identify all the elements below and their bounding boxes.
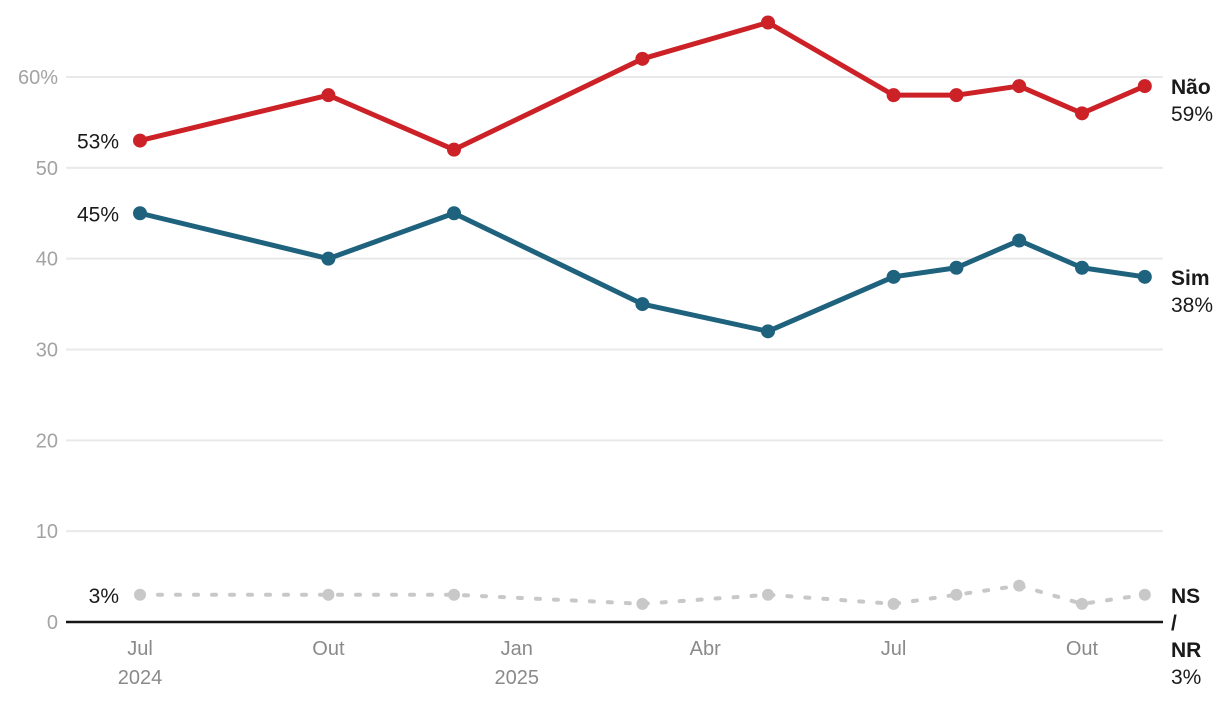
x-tick-label: Out [1066,638,1099,660]
x-axis-labels-layer: Jul 2024 Out Jan 2025 Abr Jul Out [118,638,1099,689]
data-point [1138,588,1151,601]
data-point [887,597,900,610]
series-end-value-label: 59% [1171,103,1213,126]
data-point [635,297,650,312]
x-tick-label: Out [312,638,345,660]
data-point [886,88,901,103]
x-tick-year-label: 2024 [118,667,163,689]
series-end-value-label: 3% [1171,666,1201,689]
y-tick-label: 40 [36,249,58,271]
series-line-nao [137,20,1148,153]
data-point [761,15,775,30]
y-tick-label: 30 [36,340,58,362]
data-point [1137,79,1152,94]
data-point [949,260,964,275]
data-point [1012,79,1027,94]
data-point [448,588,460,601]
data-point [1075,106,1089,121]
data-point [949,88,964,103]
data-point [447,206,461,221]
data-point [322,588,335,601]
data-point [447,142,461,157]
data-point [134,588,146,601]
data-point [635,51,650,66]
data-point [1013,579,1026,592]
series-start-value-label: 45% [77,203,119,226]
x-tick-year-label: 2025 [495,667,540,689]
series-start-value-label: 53% [77,131,119,154]
series-name-label: / [1171,612,1177,635]
series-lines-layer [133,15,1152,610]
gridlines-layer [66,76,1163,533]
y-tick-label: 20 [36,430,58,452]
data-point [133,133,147,148]
x-tick-label: Abr [690,638,721,660]
data-point [321,251,336,266]
value-labels-layer: 53% 45% 3% Não 59% Sim 38% NS / NR 3% [77,76,1213,689]
data-point [133,206,147,221]
data-point [762,588,774,601]
y-tick-label: 0 [47,612,58,634]
series-name-label: NR [1171,639,1201,662]
x-tick-label: Jul [881,638,907,660]
series-line-nsnr [138,583,1147,606]
x-tick-label: Jul [127,638,153,660]
data-point [636,597,649,610]
data-point [1075,260,1089,275]
data-point [1137,269,1152,284]
series-name-label: Sim [1171,267,1210,290]
y-axis-labels-layer: 0 10 20 30 40 50 60% [18,67,58,634]
y-tick-label: 10 [36,521,58,543]
x-tick-label: Jan [501,638,533,660]
series-start-value-label: 3% [89,585,119,608]
data-point [1076,597,1088,610]
series-name-label: Não [1171,76,1211,99]
data-point [1012,233,1027,248]
y-tick-label: 60% [18,67,58,89]
data-point [321,88,336,103]
data-point [886,269,901,284]
series-end-value-label: 38% [1171,294,1213,317]
y-tick-label: 50 [36,158,58,180]
data-point [761,324,775,339]
series-name-label: NS [1171,585,1200,608]
data-point [950,588,963,601]
series-line-sim [137,210,1148,334]
